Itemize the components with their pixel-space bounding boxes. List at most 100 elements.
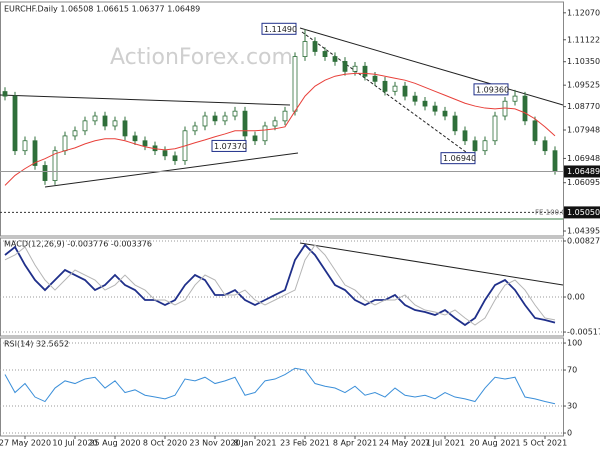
y-tick-label: 30 [567, 402, 577, 411]
price-panel [0, 1, 564, 237]
candle-body [222, 115, 228, 122]
candle-body [442, 110, 448, 117]
y-tick-label: -0.005174 [567, 328, 600, 337]
candle-body [162, 150, 168, 157]
x-tick-label: 10 Jul 2020 [52, 439, 97, 448]
x-tick-label: 8 Jan 2021 [234, 439, 277, 448]
y-tick-label: 100 [567, 339, 582, 348]
candle-body [192, 125, 198, 132]
candle-body [132, 135, 138, 142]
candle-body [542, 140, 548, 152]
candle-body [282, 110, 288, 122]
candle-body [532, 120, 538, 142]
y-tick-label: 1.07948 [567, 126, 600, 135]
y-tick-label: 1.10350 [567, 57, 600, 66]
candle-body [362, 65, 368, 77]
y-tick-label: 1.06948 [567, 154, 600, 163]
candle-body [292, 56, 298, 112]
fib-label: 1.05050 [567, 208, 600, 217]
y-tick-label: 1.09525 [567, 81, 600, 90]
fib-box [564, 206, 600, 219]
candle-body [382, 80, 388, 92]
x-tick-label: 27 May 2020 [0, 439, 51, 448]
trendline [44, 152, 299, 188]
trendline [0, 94, 291, 106]
candle-body [322, 51, 328, 57]
candle-body [462, 130, 468, 142]
y-tick-label: 70 [567, 366, 577, 375]
candle-body [102, 115, 108, 127]
x-tick-label: 24 May 2021 [379, 439, 431, 448]
last-price-box [564, 165, 600, 178]
macd-title: MACD(12,26,9) -0.003776 -0.003376 [4, 240, 152, 249]
annotation: 1.07370 [214, 142, 247, 151]
x-tick-label: 7 Jul 2021 [425, 439, 465, 448]
candle-body [522, 95, 528, 122]
candle-body [492, 115, 498, 142]
series-line [4, 367, 556, 405]
candle-body [42, 165, 48, 181]
trendline [299, 242, 564, 286]
candle-body [22, 140, 28, 152]
candle-body [352, 65, 358, 72]
candle-body [72, 130, 78, 137]
candle-body [312, 41, 318, 52]
annotation: 1.11490 [264, 25, 297, 34]
y-tick-label: 0.00 [567, 293, 585, 302]
candle-body [32, 140, 38, 166]
last-price-label: 1.06489 [567, 167, 600, 176]
candle-body [92, 115, 98, 122]
annotation-box [440, 152, 476, 165]
x-tick-label: 20 Aug 2021 [469, 439, 520, 448]
x-tick-label: 25 Aug 2020 [89, 439, 140, 448]
candle-body [302, 41, 308, 57]
candle-body [142, 140, 148, 147]
annotation-box [211, 139, 247, 152]
y-tick-label: 0 [567, 429, 572, 438]
candle-body [12, 95, 18, 152]
candle-body [172, 155, 178, 162]
y-tick-label: 0.008276 [567, 237, 600, 246]
x-tick-label: 23 Feb 2021 [280, 439, 330, 448]
candle-body [202, 115, 208, 127]
candle-body [402, 85, 408, 97]
series-line [4, 244, 556, 326]
candle-body [472, 140, 478, 152]
candle-body [252, 135, 258, 142]
candle-body [552, 150, 558, 172]
annotation-box [261, 22, 297, 35]
fib-name: FE 100.0 [535, 208, 566, 216]
candle-body [82, 120, 88, 132]
chart-title: EURCHF.Daily 1.06508 1.06615 1.06377 1.0… [4, 5, 200, 14]
candle-body [512, 95, 518, 102]
y-tick-label: 1.12070 [567, 8, 600, 17]
macd-panel [0, 237, 564, 337]
candle-body [232, 110, 238, 117]
candle-body [372, 75, 378, 82]
rsi-title: RSI(14) 32.5652 [4, 340, 69, 349]
candle-body [262, 125, 268, 142]
annotation: 1.06940 [443, 154, 476, 163]
y-tick-label: 1.11122 [567, 35, 600, 44]
trendline [299, 27, 564, 106]
candle-body [412, 95, 418, 102]
annotation-box [473, 83, 509, 96]
candle-body [392, 85, 398, 92]
series-line [4, 243, 556, 327]
candle-body [122, 120, 128, 137]
y-tick-label: 1.04395 [567, 227, 600, 236]
candle-body [242, 110, 248, 137]
candle-body [212, 115, 218, 122]
candle-body [432, 105, 438, 112]
candle-body [342, 61, 348, 72]
candle-body [332, 56, 338, 62]
x-tick-label: 23 Nov 2020 [189, 439, 240, 448]
candle-body [112, 120, 118, 127]
candle-body [2, 91, 8, 97]
watermark: ActionForex.com [110, 45, 293, 70]
x-tick-label: 8 Apr 2021 [333, 439, 377, 448]
candle-body [452, 115, 458, 132]
candle-body [52, 150, 58, 181]
candle-body [482, 140, 488, 152]
